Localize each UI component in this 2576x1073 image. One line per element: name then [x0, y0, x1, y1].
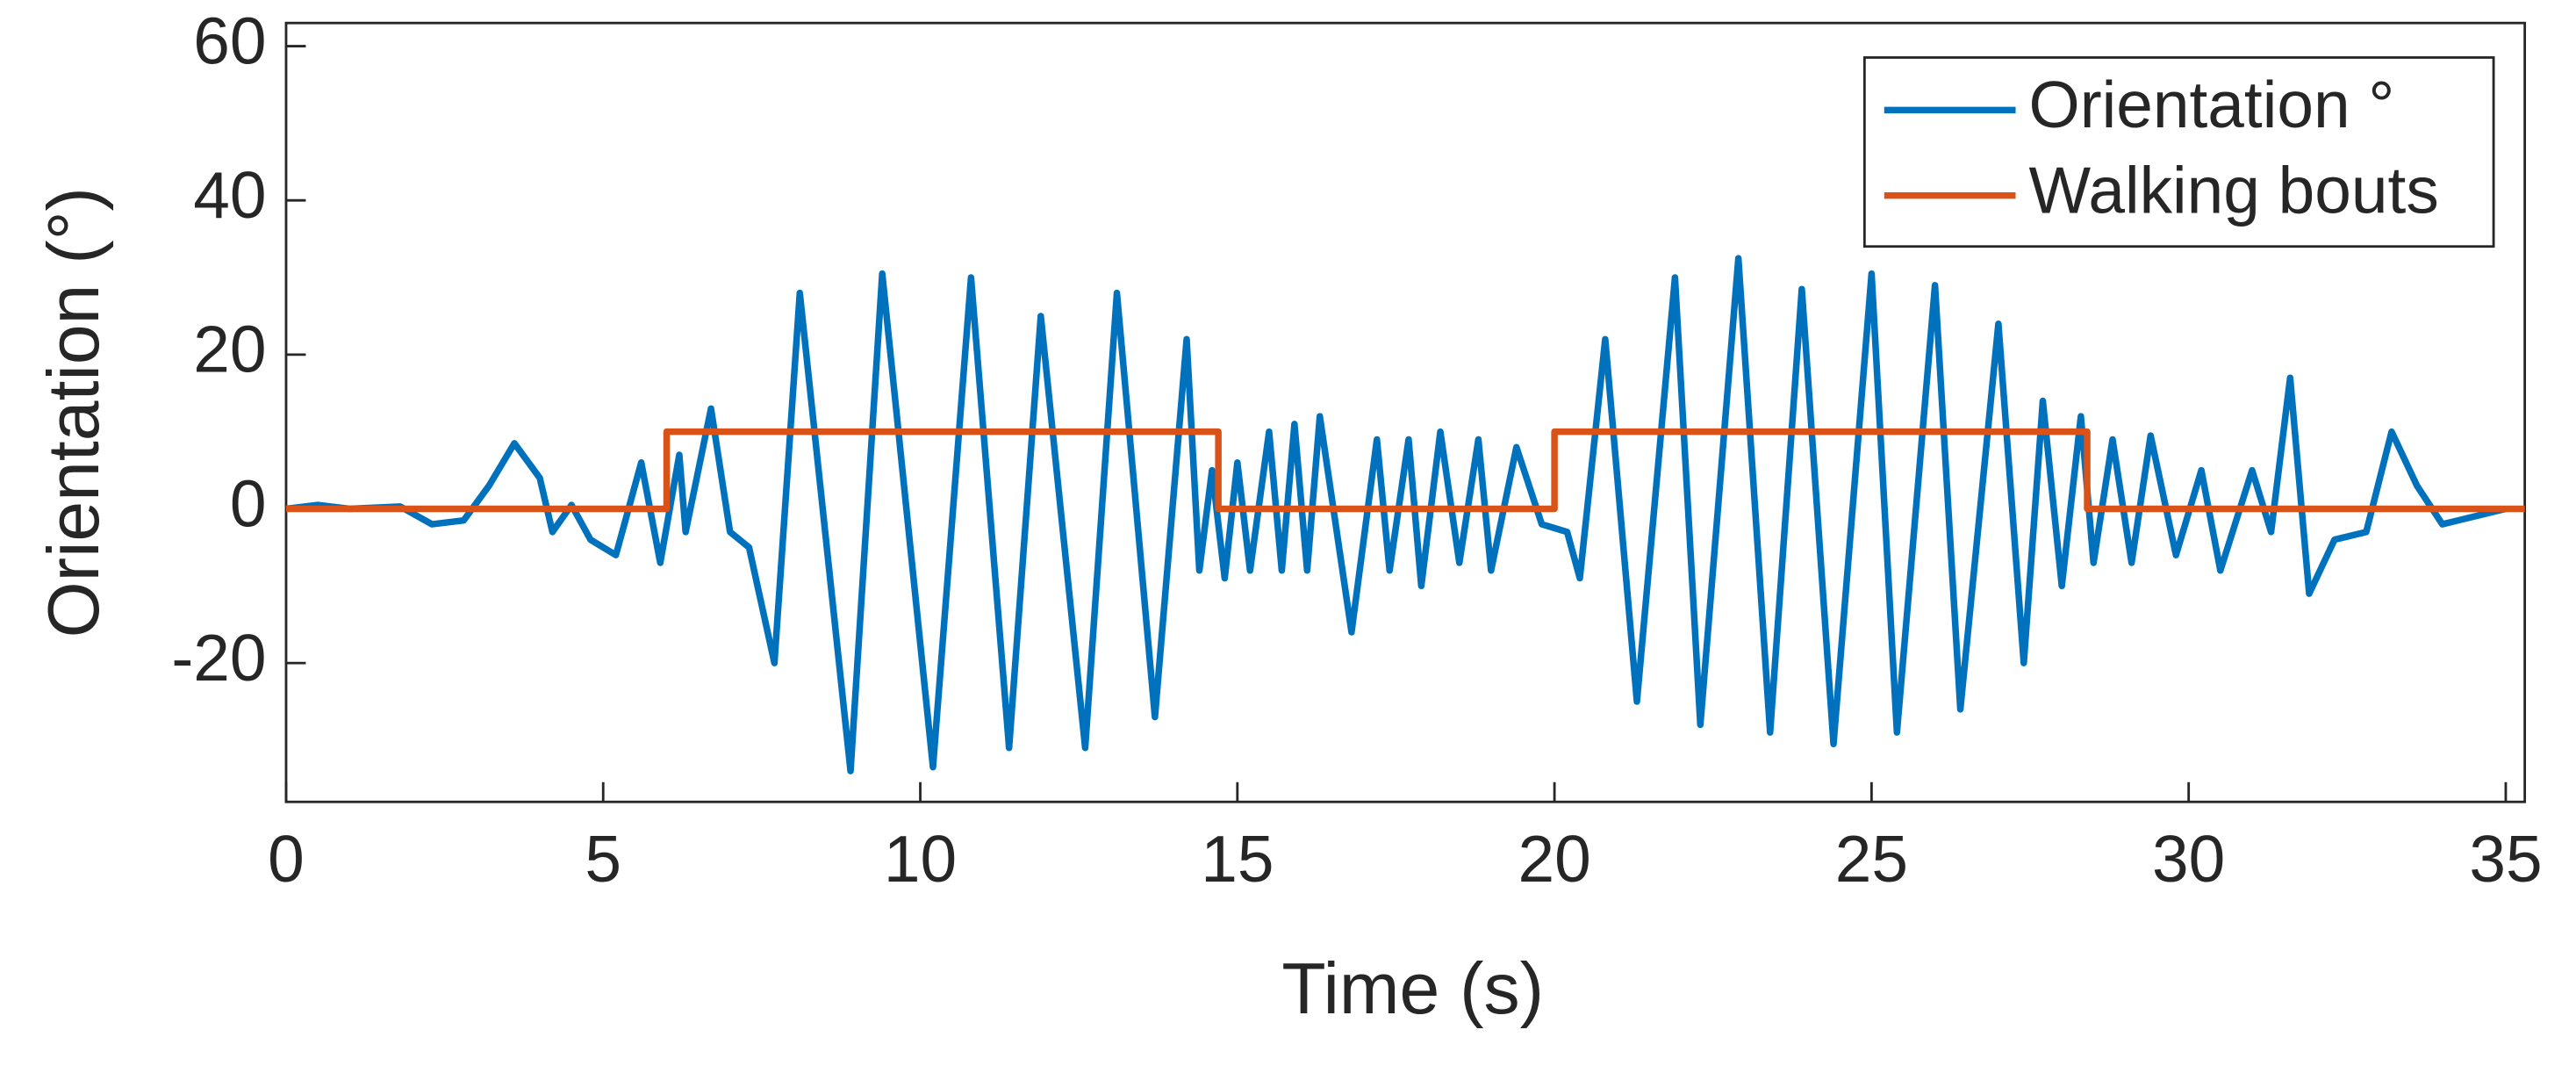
y-tick-label: 60: [193, 4, 266, 77]
x-tick-label: 10: [884, 822, 957, 896]
legend-label: Orientation °: [2028, 68, 2394, 141]
plot-frame: [284, 21, 2527, 803]
x-tick-label: 20: [1518, 822, 1590, 896]
data-line: [285, 255, 2507, 774]
y-tick-label: -20: [171, 621, 266, 695]
x-tick-label: 5: [585, 822, 621, 896]
y-tick-label: 40: [193, 158, 266, 232]
x-tick-label: 0: [268, 822, 305, 896]
legend-label: Walking bouts: [2028, 153, 2438, 227]
data-line: [285, 428, 2525, 513]
y-tick-label: 0: [230, 466, 267, 540]
y-axis-label: Orientation (°): [33, 187, 114, 637]
x-tick-label: 15: [1201, 822, 1274, 896]
x-tick-label: 25: [1835, 822, 1908, 896]
y-tick-label: 20: [193, 313, 266, 386]
x-axis-label: Time (s): [1281, 948, 1544, 1029]
legend-box: [1862, 56, 2495, 248]
x-tick-label: 30: [2152, 822, 2225, 896]
x-tick-label: 35: [2469, 822, 2542, 896]
